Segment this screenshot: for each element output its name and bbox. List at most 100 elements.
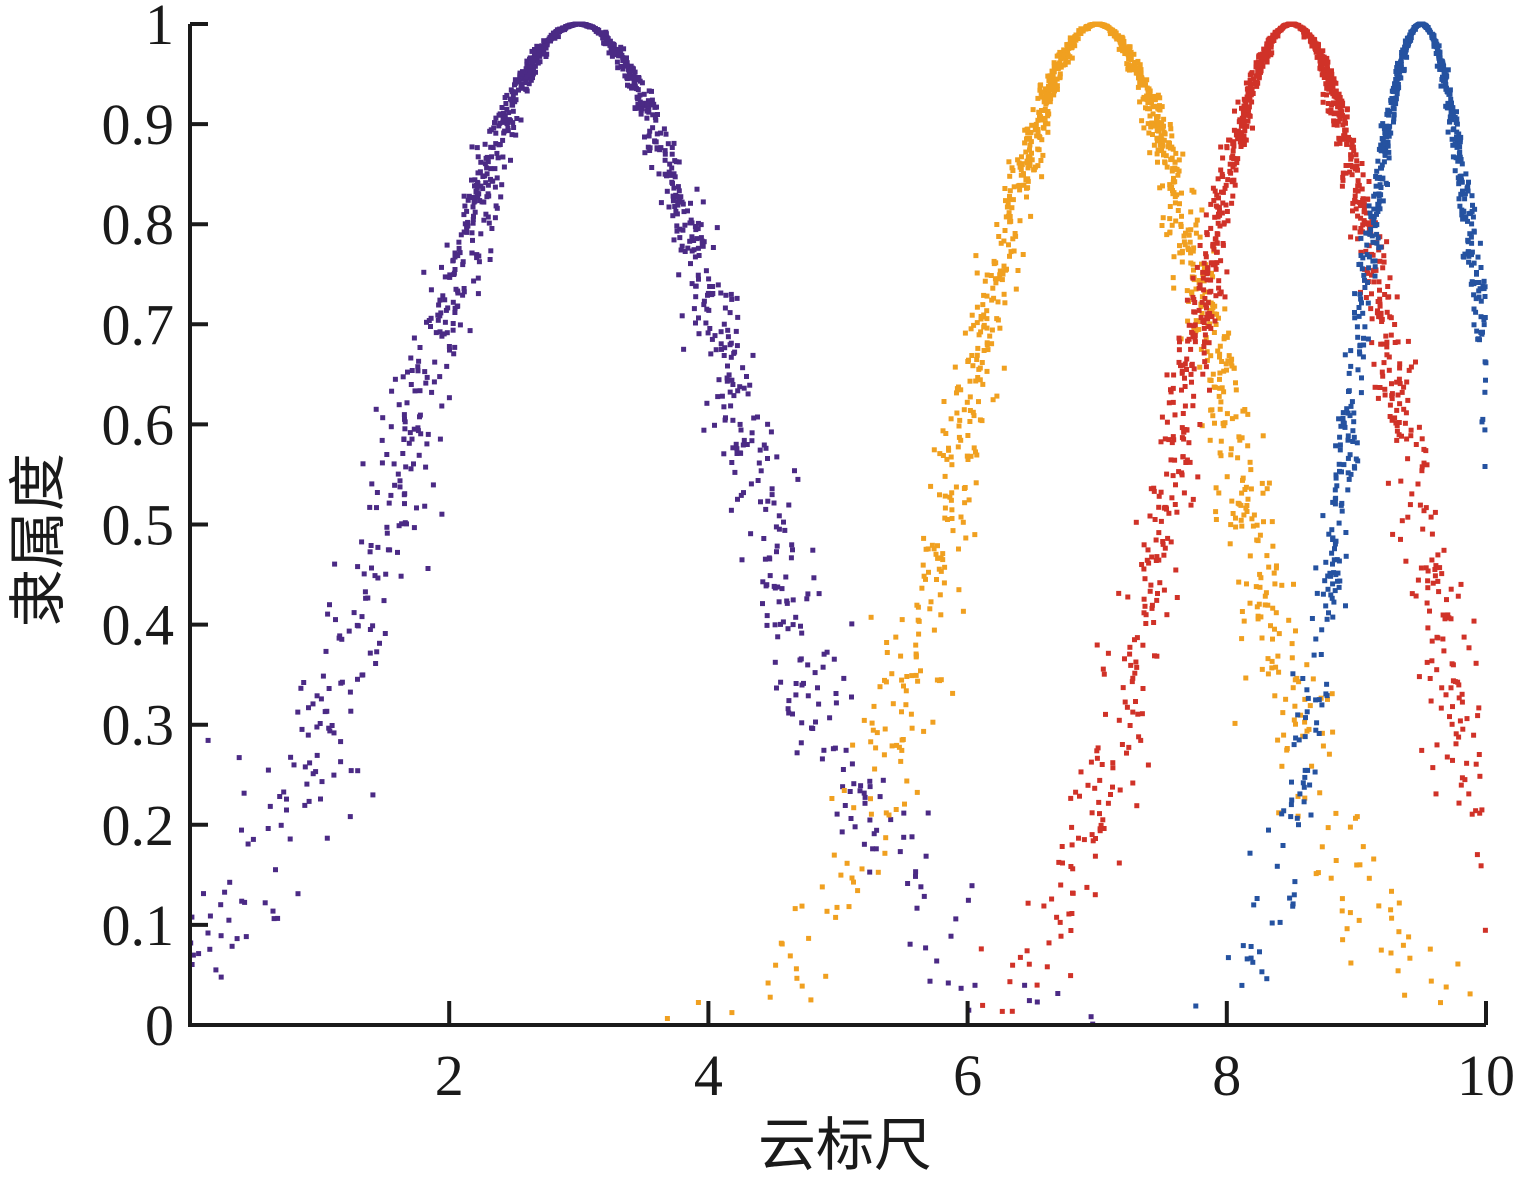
cloud-drop <box>964 399 970 405</box>
cloud-drop <box>1084 884 1090 890</box>
cloud-drop <box>1381 125 1387 131</box>
cloud-drop <box>1362 277 1367 283</box>
cloud-drop <box>1243 484 1249 490</box>
cloud-drop <box>1319 730 1325 736</box>
cloud-drop <box>1166 400 1172 406</box>
cloud-drop <box>647 148 653 153</box>
cloud-drop <box>227 879 233 885</box>
cloud-drop <box>1020 171 1026 177</box>
cloud-drop <box>1339 908 1345 914</box>
cloud-drop <box>1040 152 1046 158</box>
cloud-drop <box>1238 517 1244 523</box>
cloud-drop <box>662 157 668 163</box>
cloud-drop <box>1433 563 1439 569</box>
cloud-drop <box>1188 250 1194 256</box>
cloud-drop <box>909 834 915 840</box>
cloud-drop <box>1199 261 1204 267</box>
cloud-drop <box>1129 679 1135 685</box>
cloud-drop <box>326 725 332 731</box>
cloud-drop <box>1291 742 1297 748</box>
cloud-drop <box>1482 359 1488 365</box>
cloud-drop <box>1438 1000 1443 1006</box>
cloud-drop <box>1343 553 1349 559</box>
cloud-drop <box>1147 113 1153 119</box>
cloud-drop <box>304 781 310 787</box>
cloud-drop <box>1391 116 1397 122</box>
cloud-drop <box>1201 344 1207 349</box>
cloud-drop <box>688 261 693 267</box>
cloud-drop <box>1394 379 1400 385</box>
cloud-drop <box>1425 625 1431 631</box>
cloud-drop <box>1224 209 1230 214</box>
cloud-drop <box>712 422 717 428</box>
cloud-drop <box>1355 178 1361 184</box>
cloud-drop <box>1172 200 1178 206</box>
cloud-drop <box>1110 760 1116 766</box>
cloud-drop <box>1254 73 1260 79</box>
cloud-drop <box>1469 221 1475 227</box>
cloud-drop <box>901 834 907 840</box>
cloud-drop <box>1161 116 1167 122</box>
cloud-drop <box>1141 566 1147 572</box>
cloud-drop <box>1212 303 1218 309</box>
cloud-drop <box>903 702 909 708</box>
cloud-drop <box>1250 959 1256 965</box>
cloud-drop <box>762 556 768 562</box>
cloud-drop <box>1159 143 1165 149</box>
cloud-drop <box>508 87 514 93</box>
cloud-drop <box>1308 39 1314 45</box>
cloud-drop <box>590 25 596 30</box>
cloud-drop <box>1214 192 1220 198</box>
cloud-drop <box>435 317 441 323</box>
cloud-drop <box>734 295 740 301</box>
cloud-drop <box>1248 944 1254 949</box>
cloud-drop <box>974 352 980 358</box>
cloud-drop <box>1336 416 1342 422</box>
cloud-drop <box>541 49 547 55</box>
cloud-drop <box>1013 286 1019 292</box>
cloud-drop <box>541 38 547 44</box>
cloud-drop <box>1051 92 1057 98</box>
cloud-drop <box>1185 245 1191 251</box>
cloud-drop <box>527 63 533 69</box>
cloud-drop <box>1404 436 1410 442</box>
cloud-drop <box>666 204 672 210</box>
cloud-drop <box>984 316 990 322</box>
cloud-drop <box>958 514 964 520</box>
cloud-drop <box>967 408 973 413</box>
cloud-drop <box>1385 284 1391 289</box>
cloud-drop <box>1374 231 1380 237</box>
cloud-drop <box>687 220 693 226</box>
cloud-drop <box>1360 310 1366 316</box>
cloud-drop <box>1108 27 1114 33</box>
cloud-drop <box>896 744 902 750</box>
cloud-drop <box>603 29 609 35</box>
cloud-drop <box>1457 203 1463 209</box>
cloud-drop <box>1348 348 1354 354</box>
cloud-drop <box>1401 54 1407 60</box>
cloud-drop <box>1171 190 1177 196</box>
cloud-drop <box>1180 151 1186 157</box>
cloud-drop <box>797 657 803 663</box>
cloud-drop <box>755 478 761 483</box>
cloud-drop <box>1427 676 1433 681</box>
cloud-drop <box>457 322 463 328</box>
cloud-drop <box>974 357 980 362</box>
cloud-drop <box>1184 367 1189 372</box>
cloud-drop <box>652 115 658 120</box>
cloud-drop <box>764 582 770 588</box>
cloud-drop <box>733 441 739 447</box>
cloud-drop <box>1369 340 1375 346</box>
cloud-drop <box>1192 300 1198 305</box>
cloud-drop <box>1450 678 1456 684</box>
cloud-drop <box>439 511 445 517</box>
cloud-drop <box>400 451 406 456</box>
cloud-drop <box>1296 679 1302 685</box>
cloud-drop <box>705 330 711 336</box>
cloud-drop <box>616 53 622 59</box>
cloud-drop <box>1344 114 1350 120</box>
cloud-drop <box>1003 267 1009 273</box>
cloud-drop <box>481 199 487 205</box>
cloud-drop <box>1339 469 1344 475</box>
cloud-drop <box>1193 318 1199 324</box>
